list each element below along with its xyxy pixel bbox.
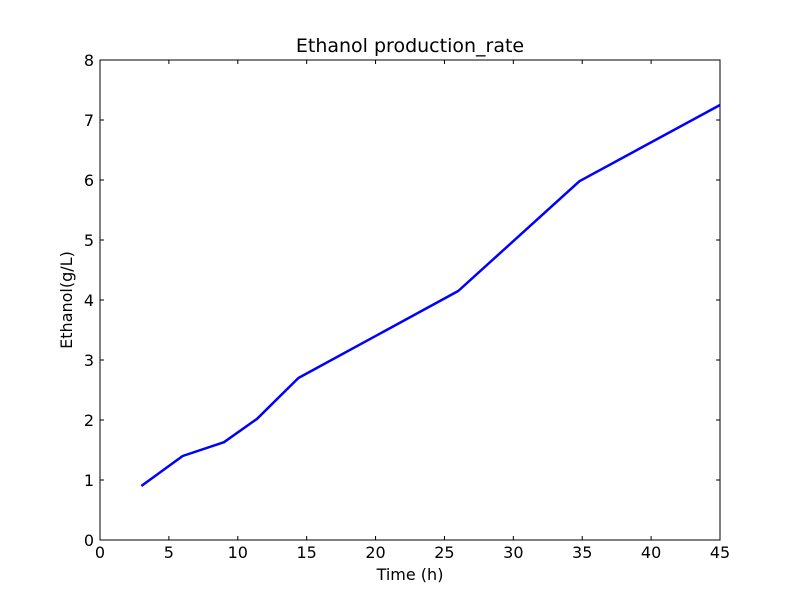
x-tick-label: 35 — [572, 543, 592, 562]
x-axis-label: Time (h) — [376, 565, 444, 584]
x-tick-label: 0 — [95, 543, 105, 562]
y-tick-label: 1 — [84, 471, 94, 490]
x-tick-label: 20 — [365, 543, 385, 562]
x-tick-label: 30 — [503, 543, 523, 562]
x-tick-label: 40 — [641, 543, 661, 562]
x-tick-label: 25 — [434, 543, 454, 562]
y-tick-label: 0 — [84, 531, 94, 550]
plot-area-frame — [99, 59, 721, 541]
axis-ticks — [99, 59, 721, 541]
chart-title: Ethanol production_rate — [296, 35, 524, 57]
y-axis-label: Ethanol(g/L) — [57, 251, 76, 349]
x-tick-label: 45 — [710, 543, 730, 562]
y-tick-label: 2 — [84, 411, 94, 430]
y-tick-label: 3 — [84, 351, 94, 370]
x-tick-label: 5 — [164, 543, 174, 562]
x-tick-label: 10 — [228, 543, 248, 562]
x-tick-label: 15 — [296, 543, 316, 562]
y-tick-label: 6 — [84, 171, 94, 190]
y-tick-label: 5 — [84, 231, 94, 250]
y-tick-label: 8 — [84, 51, 94, 70]
y-tick-label: 7 — [84, 111, 94, 130]
y-tick-label: 4 — [84, 291, 94, 310]
series-line — [140, 103, 721, 488]
series-layer — [140, 103, 721, 488]
